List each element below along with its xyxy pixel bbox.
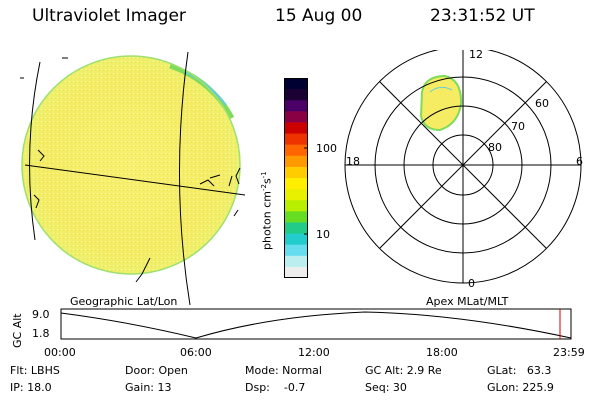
colorbar-segment	[285, 200, 307, 212]
latitude-line	[24, 164, 246, 196]
gain-label: Gain: 13	[125, 381, 172, 394]
altitude-plot	[60, 308, 572, 340]
coastline	[20, 57, 241, 283]
glat-label: GLat: 63.3	[487, 364, 552, 377]
seq-label: Seq: 30	[365, 381, 407, 394]
colorbar-segment	[285, 122, 307, 135]
colorbar-segment	[285, 78, 307, 90]
colorbar-tick-100: 100	[316, 142, 337, 155]
dsp-label: Dsp: -0.7	[245, 381, 306, 394]
xtick-1200: 12:00	[298, 346, 330, 359]
altitude-curve	[60, 311, 572, 339]
geo-panel-label: Geographic Lat/Lon	[70, 295, 178, 308]
mlt-0-label: 0	[468, 277, 475, 290]
altitude-ytick-bottom: 1.8	[32, 327, 50, 340]
xtick-0000: 00:00	[44, 346, 76, 359]
mlt-18-label: 18	[346, 155, 360, 168]
colorbar-segment	[285, 111, 307, 123]
colorbar-unit-label: photon cm-2s-1	[260, 171, 274, 250]
date-label: 15 Aug 00	[275, 6, 363, 26]
colorbar-segment	[285, 89, 307, 101]
colorbar-segment	[285, 166, 307, 179]
gc-alt-label: GC Alt: 2.9 Re	[365, 364, 442, 377]
instrument-title: Ultraviolet Imager	[32, 6, 186, 26]
longitude-line-left	[29, 61, 41, 241]
xtick-2359: 23:59	[553, 346, 585, 359]
colorbar-segment	[285, 211, 307, 223]
colorbar-segment	[285, 222, 307, 235]
colorbar-segment	[285, 155, 307, 168]
colorbar-segment	[285, 100, 307, 112]
colorbar-segment	[285, 144, 307, 157]
ring-80-label: 80	[488, 141, 502, 154]
colorbar-frame	[284, 78, 308, 278]
xtick-1800: 18:00	[426, 346, 458, 359]
colorbar	[284, 78, 308, 278]
ip-label: IP: 18.0	[10, 381, 52, 394]
colorbar-tick-10: 10	[316, 228, 330, 241]
colorbar-segment	[285, 233, 307, 246]
ring-60-label: 60	[535, 97, 549, 110]
mlt-6-label: 6	[576, 155, 583, 168]
colorbar-segment	[285, 189, 307, 201]
mode-label: Mode: Normal	[245, 364, 322, 377]
xtick-0600: 06:00	[180, 346, 212, 359]
colorbar-segment	[285, 244, 307, 257]
longitude-line	[179, 51, 191, 305]
colorbar-segment	[285, 255, 307, 268]
polar-panel-label: Apex MLat/MLT	[426, 295, 509, 308]
colorbar-segment	[285, 133, 307, 146]
glon-label: GLon: 225.9	[487, 381, 554, 394]
altitude-ylabel: GC Alt	[11, 313, 24, 348]
colorbar-segment	[285, 266, 307, 278]
colorbar-segment	[285, 178, 307, 190]
ring-70-label: 70	[511, 120, 525, 133]
altitude-ytick-top: 9.0	[32, 308, 50, 321]
geographic-image	[20, 51, 246, 305]
time-label: 23:31:52 UT	[430, 6, 535, 26]
aurora-oval	[419, 74, 463, 132]
door-label: Door: Open	[125, 364, 188, 377]
mlt-12-label: 12	[469, 48, 483, 61]
flt-label: Flt: LBHS	[10, 364, 60, 377]
altitude-frame	[60, 308, 572, 340]
polar-plot	[344, 50, 582, 284]
